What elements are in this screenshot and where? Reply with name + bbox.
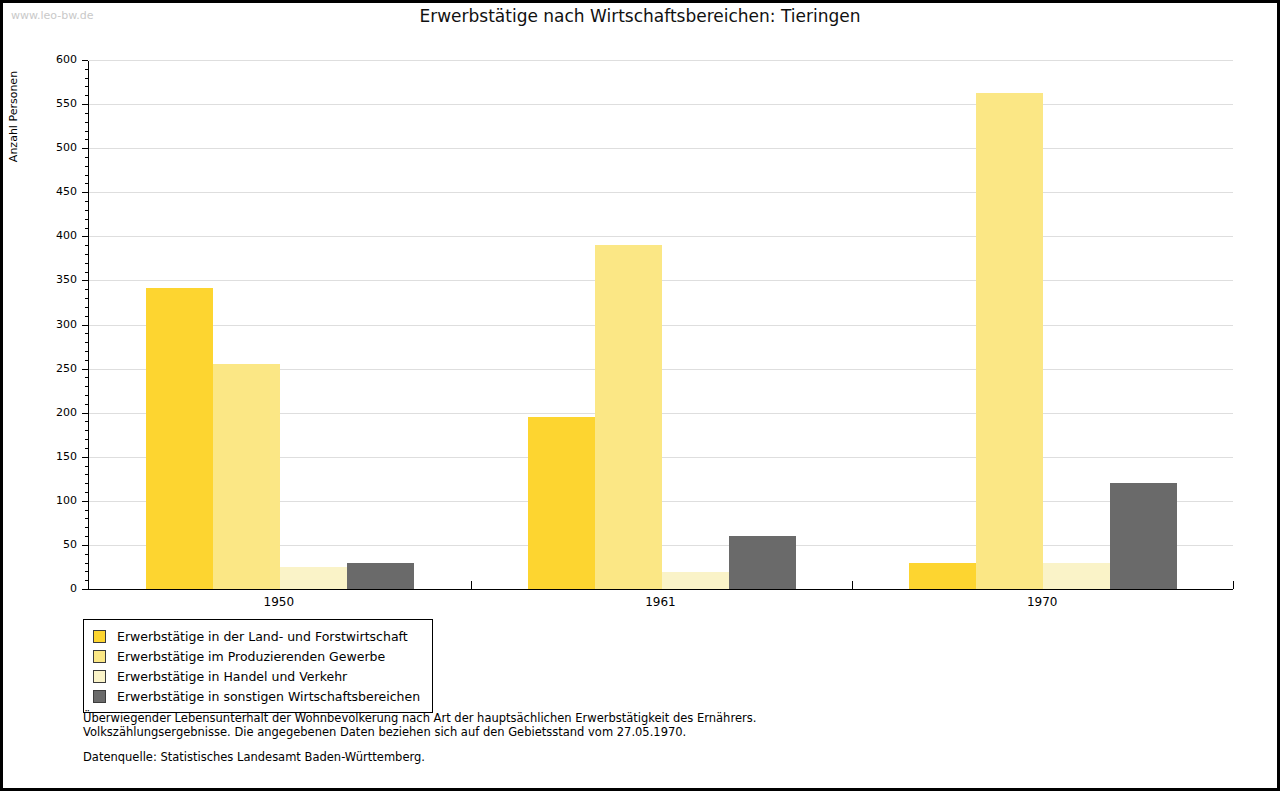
bar-1950-series3 xyxy=(280,567,347,589)
legend-swatch-sonstige xyxy=(93,690,106,703)
y-tick-label: 550 xyxy=(32,98,77,110)
gridline xyxy=(89,104,1233,105)
bar-1961-series2 xyxy=(595,245,662,589)
legend: Erwerbstätige in der Land- und Forstwirt… xyxy=(83,619,433,713)
y-tick-label: 0 xyxy=(32,583,77,595)
gridline xyxy=(89,148,1233,149)
chart-window: www.leo-bw.de Erwerbstätige nach Wirtsch… xyxy=(0,0,1280,791)
y-tick-label: 100 xyxy=(32,495,77,507)
y-axis: 050100150200250300350400450500550600 xyxy=(3,61,88,590)
bar-1970-series3 xyxy=(1043,563,1110,589)
x-boundary-tick xyxy=(852,581,853,589)
bar-1970-series4 xyxy=(1110,483,1177,589)
y-tick-label: 250 xyxy=(32,363,77,375)
y-tick-label: 150 xyxy=(32,451,77,463)
x-boundary-tick xyxy=(471,581,472,589)
bar-1961-series1 xyxy=(528,417,595,589)
legend-label: Erwerbstätige im Produzierenden Gewerbe xyxy=(117,649,385,664)
y-tick-label: 600 xyxy=(32,54,77,66)
bar-1950-series2 xyxy=(213,364,280,589)
bar-1961-series3 xyxy=(662,572,729,589)
y-tick-label: 200 xyxy=(32,407,77,419)
chart-title: Erwerbstätige nach Wirtschaftsbereichen:… xyxy=(3,6,1277,26)
gridline xyxy=(89,60,1233,61)
legend-item: Erwerbstätige im Produzierenden Gewerbe xyxy=(93,646,420,666)
x-tick-label: 1950 xyxy=(229,595,329,609)
y-tick-label: 300 xyxy=(32,319,77,331)
legend-swatch-produzierendes-gewerbe xyxy=(93,650,106,663)
legend-item: Erwerbstätige in Handel und Verkehr xyxy=(93,666,420,686)
legend-item: Erwerbstätige in der Land- und Forstwirt… xyxy=(93,626,420,646)
x-tick-label: 1970 xyxy=(992,595,1092,609)
footer-note-line2: Volkszählungsergebnisse. Die angegebenen… xyxy=(83,726,756,740)
y-tick-label: 500 xyxy=(32,142,77,154)
x-boundary-tick xyxy=(1233,581,1234,589)
gridline xyxy=(89,236,1233,237)
legend-label: Erwerbstätige in sonstigen Wirtschaftsbe… xyxy=(117,689,420,704)
footer-notes: Überwiegender Lebensunterhalt der Wohnbe… xyxy=(83,712,756,765)
legend-label: Erwerbstätige in der Land- und Forstwirt… xyxy=(117,629,408,644)
x-tick-label: 1961 xyxy=(611,595,711,609)
y-tick-label: 400 xyxy=(32,230,77,242)
bar-1970-series2 xyxy=(976,93,1043,589)
bar-1950-series1 xyxy=(146,288,213,589)
legend-label: Erwerbstätige in Handel und Verkehr xyxy=(117,669,347,684)
bar-1970-series1 xyxy=(909,563,976,589)
footer-note-line1: Überwiegender Lebensunterhalt der Wohnbe… xyxy=(83,712,756,726)
legend-item: Erwerbstätige in sonstigen Wirtschaftsbe… xyxy=(93,686,420,706)
bar-1961-series4 xyxy=(729,536,796,589)
legend-swatch-land-forstwirtschaft xyxy=(93,630,106,643)
footer-source: Datenquelle: Statistisches Landesamt Bad… xyxy=(83,751,756,765)
y-tick-label: 450 xyxy=(32,186,77,198)
y-tick-label: 350 xyxy=(32,274,77,286)
bar-1950-series4 xyxy=(347,563,414,589)
gridline xyxy=(89,192,1233,193)
legend-swatch-handel-verkehr xyxy=(93,670,106,683)
plot-area xyxy=(88,61,1233,590)
x-axis: 1950 1961 1970 xyxy=(88,595,1233,611)
y-tick-label: 50 xyxy=(32,539,77,551)
